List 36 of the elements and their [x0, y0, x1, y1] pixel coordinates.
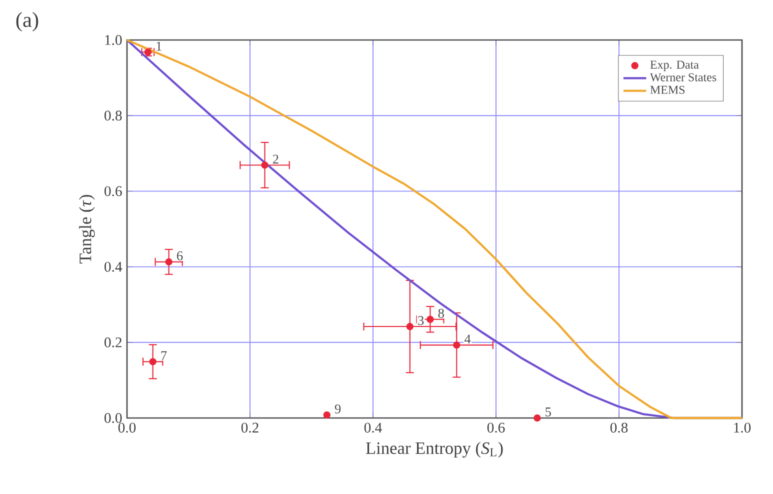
- annotation: 7: [161, 351, 167, 360]
- y-tick-label: 0.2: [104, 337, 122, 348]
- annotation: 6: [176, 251, 183, 260]
- point: [149, 358, 156, 366]
- legend-label: MEMS: [650, 86, 685, 94]
- point: [261, 162, 268, 169]
- point: [323, 411, 330, 419]
- line-series: [126, 38, 744, 420]
- x-tick-label: 0.2: [241, 422, 258, 433]
- x-tick-label: 1.0: [734, 422, 751, 433]
- legend-label: Exp. Data: [650, 60, 699, 72]
- y-axis-title: Tangle (τ): [79, 194, 95, 264]
- y-tick-label: 0.0: [104, 413, 122, 423]
- y-tick-label: 1.0: [105, 35, 122, 45]
- annotation: 1: [156, 42, 162, 50]
- x-tick-label: 0.4: [364, 422, 382, 433]
- y-tick-label: 0.8: [104, 110, 122, 121]
- x-axis-title: Linear Entropy (S$_{L}$): [366, 442, 503, 458]
- annotation: 3: [418, 316, 424, 325]
- y-tick-label: 0.6: [104, 186, 122, 196]
- legend-label: Werner States: [650, 73, 716, 82]
- annotation: 5: [546, 408, 551, 416]
- x-tick-label: 0.6: [487, 422, 505, 433]
- annotation: 2: [272, 154, 278, 164]
- annotation: 9: [334, 404, 341, 414]
- point: [406, 322, 414, 330]
- annotation: 4: [464, 334, 471, 344]
- x-tick-label: 0.0: [118, 422, 136, 433]
- x-tick-label: 0.8: [610, 422, 628, 433]
- text: (a): [16, 12, 38, 32]
- point: [534, 414, 541, 422]
- annotation: 8: [438, 308, 444, 318]
- point: [426, 316, 434, 323]
- y-tick-label: 0.4: [104, 262, 122, 272]
- point: [165, 258, 172, 266]
- point: [453, 341, 460, 349]
